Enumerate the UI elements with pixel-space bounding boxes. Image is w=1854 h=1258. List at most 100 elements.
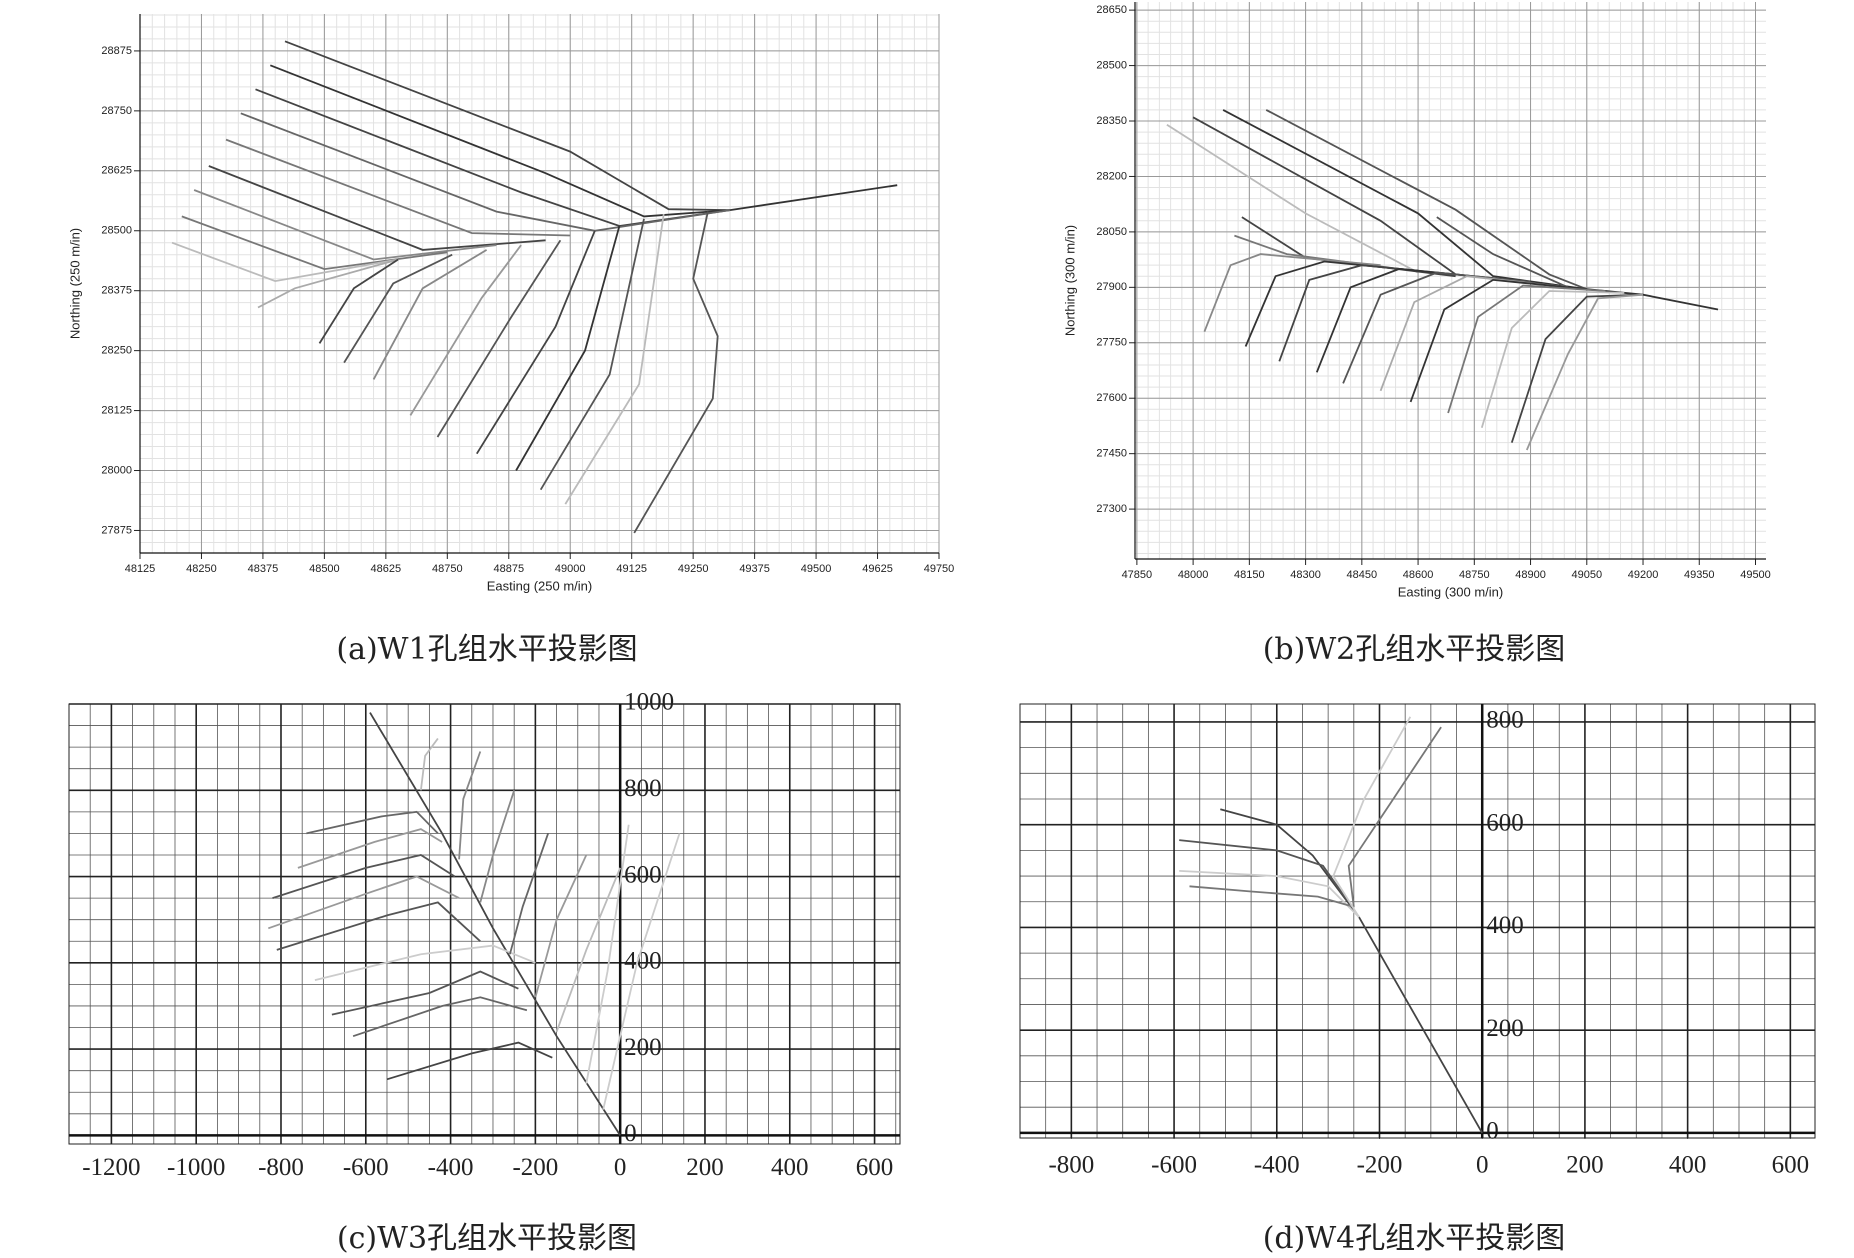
trajectory xyxy=(409,244,522,416)
y-tick-label: 28375 xyxy=(101,285,132,297)
y-tick-label: 200 xyxy=(1486,1015,1524,1042)
x-tick-label: 48250 xyxy=(186,563,217,575)
y-tick-label: 800 xyxy=(624,775,662,802)
trajectory xyxy=(276,901,481,951)
trajectory xyxy=(386,1041,553,1081)
trajectory xyxy=(372,249,488,380)
trajectory xyxy=(257,258,399,309)
x-tick-label: 48300 xyxy=(1290,569,1321,581)
trajectory xyxy=(269,64,731,218)
x-tick-label: 49050 xyxy=(1571,569,1602,581)
trajectory xyxy=(1241,216,1456,278)
y-tick-label: 1000 xyxy=(624,689,674,716)
trajectory xyxy=(1409,278,1587,403)
y-tick-label: 600 xyxy=(624,861,662,888)
y-axis-label: Northing (300 m/in) xyxy=(1062,225,1077,336)
trajectory xyxy=(436,239,562,438)
plot-frame xyxy=(1019,703,1816,1139)
trajectory xyxy=(225,138,571,237)
x-tick-label: 0 xyxy=(614,1154,627,1181)
y-tick-label: 28625 xyxy=(101,165,132,177)
x-tick-label: 48125 xyxy=(125,563,156,575)
trajectory xyxy=(297,828,443,869)
x-tick-label: 49500 xyxy=(801,563,832,575)
trajectory xyxy=(1222,109,1587,291)
x-tick-label: 48900 xyxy=(1515,569,1546,581)
x-tick-label: -400 xyxy=(428,1154,474,1181)
trajectory xyxy=(314,944,536,981)
trajectory xyxy=(1436,216,1569,289)
trajectory xyxy=(181,215,448,271)
x-tick-label: 49250 xyxy=(678,563,709,575)
y-tick-label: 400 xyxy=(1486,912,1524,939)
trajectory xyxy=(284,40,731,211)
y-tick-label: 28875 xyxy=(101,45,132,57)
trajectory xyxy=(318,258,399,344)
y-tick-label: 27300 xyxy=(1096,503,1127,515)
trajectory xyxy=(1179,839,1360,918)
x-tick-label: 49375 xyxy=(739,563,770,575)
trajectory xyxy=(585,824,630,1084)
trajectory xyxy=(564,213,665,505)
y-tick-label: 28125 xyxy=(101,404,132,416)
trajectory xyxy=(1332,716,1412,918)
caption: (b)W2孔组水平投影图 xyxy=(1263,632,1566,667)
caption: (c)W3孔组水平投影图 xyxy=(337,1221,637,1256)
trajectory xyxy=(272,854,456,899)
trajectory xyxy=(1166,123,1419,274)
y-tick-label: 28350 xyxy=(1096,115,1127,127)
x-tick-label: -400 xyxy=(1254,1152,1300,1179)
y-tick-label: 27750 xyxy=(1096,337,1127,349)
x-tick-label: 48875 xyxy=(493,563,524,575)
x-tick-label: 400 xyxy=(1669,1152,1707,1179)
trajectory xyxy=(352,996,528,1038)
trajectory xyxy=(1265,109,1588,291)
caption: (a)W1孔组水平投影图 xyxy=(336,632,637,667)
x-tick-label: 48375 xyxy=(248,563,279,575)
x-tick-label: 49350 xyxy=(1684,569,1715,581)
trajectory xyxy=(1525,293,1644,451)
trajectory xyxy=(306,810,439,835)
x-tick-label: -800 xyxy=(1048,1152,1094,1179)
y-tick-label: 28500 xyxy=(1096,59,1127,71)
y-tick-label: 28050 xyxy=(1096,226,1127,238)
y-tick-label: 28500 xyxy=(101,225,132,237)
y-tick-label: 27875 xyxy=(101,524,132,536)
trajectory xyxy=(331,970,519,1016)
y-axis-label: Northing (250 m/in) xyxy=(67,228,82,339)
trajectory xyxy=(1189,885,1355,908)
trajectory xyxy=(193,189,497,261)
x-tick-label: 600 xyxy=(1772,1152,1810,1179)
trajectory xyxy=(633,211,719,534)
x-tick-label: 49500 xyxy=(1740,569,1771,581)
trajectory xyxy=(479,790,516,903)
x-tick-label: 49750 xyxy=(924,563,955,575)
y-tick-label: 400 xyxy=(624,948,662,975)
x-axis-label: Easting (300 m/in) xyxy=(1398,584,1504,599)
trajectory xyxy=(555,867,622,1033)
x-tick-label: 48000 xyxy=(1178,569,1209,581)
y-tick-label: 600 xyxy=(1486,809,1524,836)
trajectory xyxy=(1510,293,1644,443)
trajectory xyxy=(1203,253,1381,333)
trajectory xyxy=(1179,870,1360,918)
x-tick-label: -600 xyxy=(1151,1152,1197,1179)
trajectory xyxy=(343,253,453,364)
x-tick-label: -1200 xyxy=(82,1154,140,1181)
y-tick-label: 27600 xyxy=(1096,392,1127,404)
x-tick-label: 48150 xyxy=(1234,569,1265,581)
x-tick-label: -200 xyxy=(512,1154,558,1181)
plot-frame xyxy=(68,703,901,1145)
trajectory xyxy=(208,165,546,251)
y-tick-label: 28000 xyxy=(101,464,132,476)
trajectory xyxy=(458,751,482,860)
trajectory xyxy=(509,833,549,955)
trajectory xyxy=(515,225,621,471)
y-tick-label: 28250 xyxy=(101,345,132,357)
y-tick-label: 0 xyxy=(1486,1118,1499,1145)
x-tick-label: 200 xyxy=(1566,1152,1604,1179)
trajectory xyxy=(171,241,399,283)
y-tick-label: 28650 xyxy=(1096,4,1127,16)
x-tick-label: 48750 xyxy=(1459,569,1490,581)
